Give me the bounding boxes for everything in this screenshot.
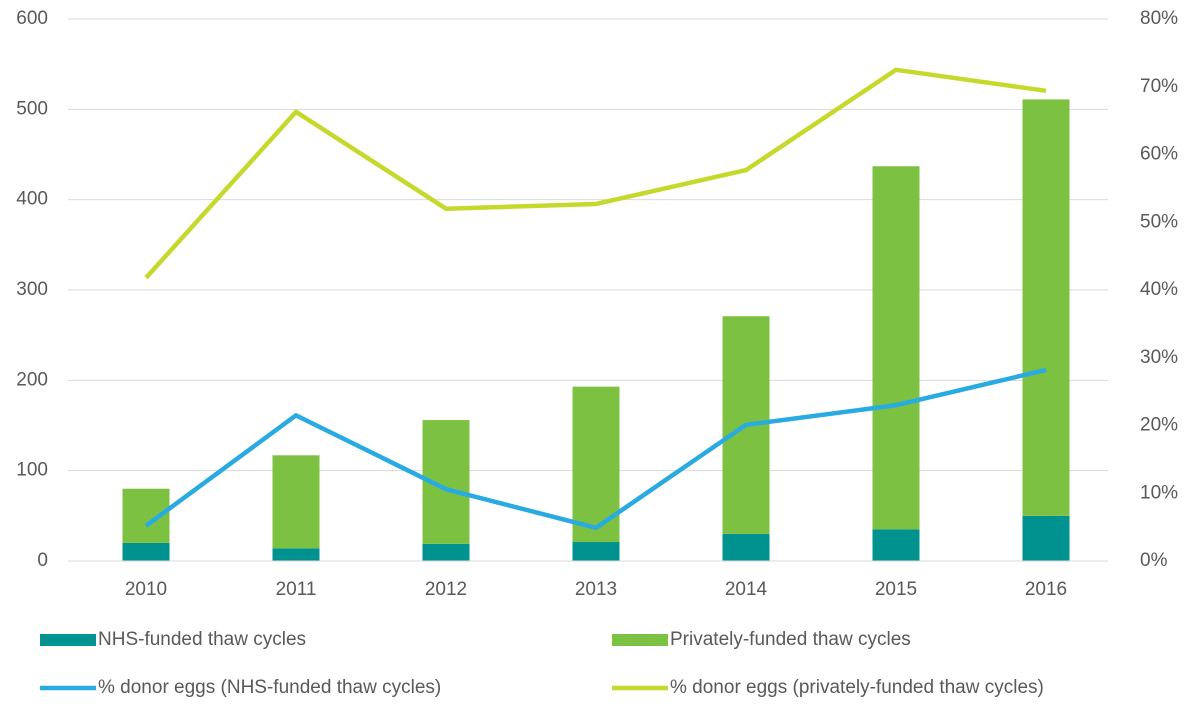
- bar: [122, 542, 170, 561]
- line: [144, 67, 1047, 280]
- x-tick-label: 2015: [875, 579, 917, 600]
- bar: [872, 529, 920, 561]
- x-tick-label: 2011: [276, 579, 317, 600]
- legend-label: Privately-funded thaw cycles: [670, 629, 911, 650]
- legend-label: NHS-funded thaw cycles: [98, 629, 306, 650]
- y2-tick-label: 70%: [1140, 76, 1178, 97]
- legend-swatch: [40, 634, 96, 646]
- y2-tick-label: 30%: [1140, 347, 1178, 368]
- legend-label: % donor eggs (privately-funded thaw cycl…: [670, 677, 1044, 698]
- legend-swatch: [612, 634, 668, 646]
- y2-tick-label: 50%: [1140, 211, 1178, 232]
- bar: [422, 543, 470, 561]
- y2-tick-label: 40%: [1140, 279, 1178, 300]
- bar: [722, 533, 770, 561]
- x-tick-label: 2016: [1025, 579, 1067, 600]
- x-tick-label: 2010: [125, 579, 167, 600]
- y2-tick-label: 10%: [1140, 482, 1178, 503]
- bar: [1022, 99, 1070, 516]
- legend-label: % donor eggs (NHS-funded thaw cycles): [98, 677, 441, 698]
- x-tick-label: 2013: [575, 579, 617, 600]
- y-tick-label: 500: [16, 98, 48, 119]
- y-tick-label: 400: [16, 189, 48, 210]
- y-tick-label: 300: [16, 279, 48, 300]
- x-tick-label: 2012: [425, 579, 467, 600]
- bar: [272, 455, 320, 549]
- x-tick-label: 2014: [725, 579, 768, 600]
- y2-tick-label: 0%: [1140, 550, 1168, 571]
- y-tick-label: 0: [37, 550, 48, 571]
- line: [144, 367, 1047, 531]
- y2-tick-label: 60%: [1140, 144, 1178, 165]
- bar: [1022, 515, 1070, 561]
- y2-tick-label: 80%: [1140, 8, 1178, 29]
- y2-tick-label: 20%: [1140, 415, 1178, 436]
- bar: [572, 542, 620, 561]
- y-tick-label: 200: [16, 369, 48, 390]
- bar: [272, 548, 320, 561]
- y-tick-label: 100: [16, 460, 48, 481]
- y-tick-label: 600: [16, 8, 48, 29]
- bar: [872, 166, 920, 530]
